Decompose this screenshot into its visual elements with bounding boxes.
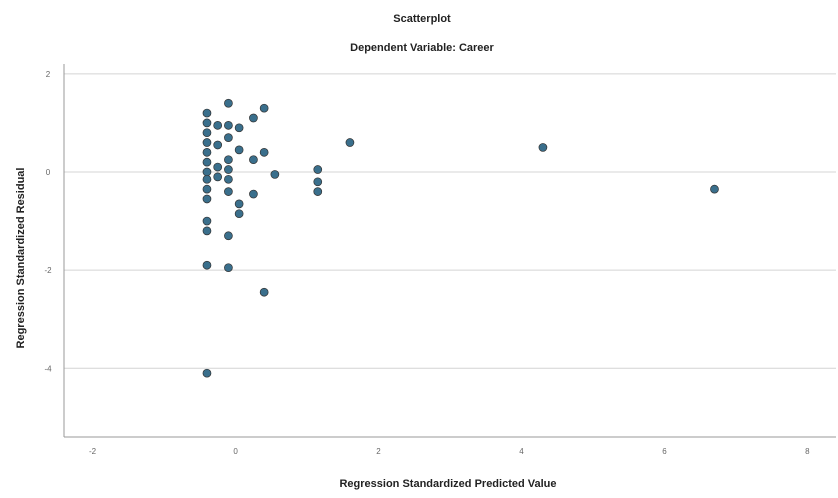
data-point-3 bbox=[202, 138, 212, 147]
data-point-19 bbox=[224, 120, 233, 130]
data-point-22 bbox=[224, 165, 233, 174]
data-point-0 bbox=[202, 108, 212, 118]
data-point-16 bbox=[213, 162, 223, 172]
data-point-34 bbox=[259, 103, 269, 113]
y-tick-labels: 2 0 -2 -4 bbox=[44, 70, 52, 373]
y-tick-label-1: 0 bbox=[46, 168, 51, 177]
data-point-10 bbox=[202, 216, 212, 226]
data-point-14 bbox=[213, 120, 223, 130]
data-point-13 bbox=[202, 368, 212, 378]
data-point-17 bbox=[213, 172, 223, 182]
x-tick-label-0: -2 bbox=[89, 447, 97, 456]
data-point-33 bbox=[249, 189, 258, 199]
data-point-9 bbox=[202, 194, 212, 204]
data-point-40 bbox=[313, 187, 323, 196]
chart-subtitle: Dependent Variable: Career bbox=[350, 42, 494, 54]
x-tick-label-3: 4 bbox=[519, 447, 524, 456]
data-point-41 bbox=[345, 138, 355, 147]
x-tick-label-1: 0 bbox=[233, 447, 238, 456]
data-point-20 bbox=[224, 133, 233, 142]
data-point-35 bbox=[259, 147, 269, 157]
data-point-6 bbox=[202, 167, 212, 177]
data-point-29 bbox=[234, 199, 244, 209]
data-point-2 bbox=[202, 128, 212, 138]
data-point-4 bbox=[202, 147, 212, 157]
x-tick-label-4: 6 bbox=[662, 447, 667, 456]
data-point-18 bbox=[224, 98, 233, 108]
y-tick-label-2: -2 bbox=[44, 266, 52, 275]
axes bbox=[63, 64, 836, 438]
y-axis-label: Regression Standardized Residual bbox=[15, 168, 27, 349]
data-point-12 bbox=[202, 260, 212, 270]
data-point-32 bbox=[249, 155, 258, 165]
data-point-5 bbox=[202, 157, 212, 167]
chart-title: Scatterplot bbox=[393, 13, 451, 25]
data-point-11 bbox=[202, 226, 212, 236]
data-point-8 bbox=[202, 184, 212, 194]
x-tick-labels: -2 0 2 4 6 8 bbox=[89, 447, 810, 456]
y-tick-label-3: -4 bbox=[44, 364, 52, 373]
data-point-43 bbox=[710, 184, 719, 194]
data-point-24 bbox=[224, 187, 233, 196]
data-point-36 bbox=[259, 287, 269, 297]
y-tick-label-0: 2 bbox=[46, 70, 51, 79]
data-point-21 bbox=[224, 155, 233, 165]
data-point-37 bbox=[270, 170, 280, 179]
data-point-15 bbox=[213, 140, 223, 150]
data-point-26 bbox=[224, 263, 233, 273]
x-tick-label-2: 2 bbox=[376, 447, 381, 456]
data-point-25 bbox=[224, 231, 233, 241]
data-point-7 bbox=[202, 174, 212, 184]
data-point-38 bbox=[313, 165, 323, 174]
data-point-39 bbox=[313, 177, 323, 187]
data-point-28 bbox=[234, 145, 244, 155]
x-tick-label-5: 8 bbox=[805, 447, 810, 456]
data-point-1 bbox=[202, 118, 212, 128]
data-point-42 bbox=[538, 143, 548, 152]
data-point-27 bbox=[234, 123, 244, 133]
data-point-31 bbox=[249, 113, 258, 123]
data-point-30 bbox=[234, 209, 244, 219]
data-points bbox=[202, 98, 719, 378]
x-axis-label: Regression Standardized Predicted Value bbox=[339, 478, 556, 490]
grid-lines bbox=[64, 73, 836, 369]
data-point-23 bbox=[224, 174, 233, 184]
